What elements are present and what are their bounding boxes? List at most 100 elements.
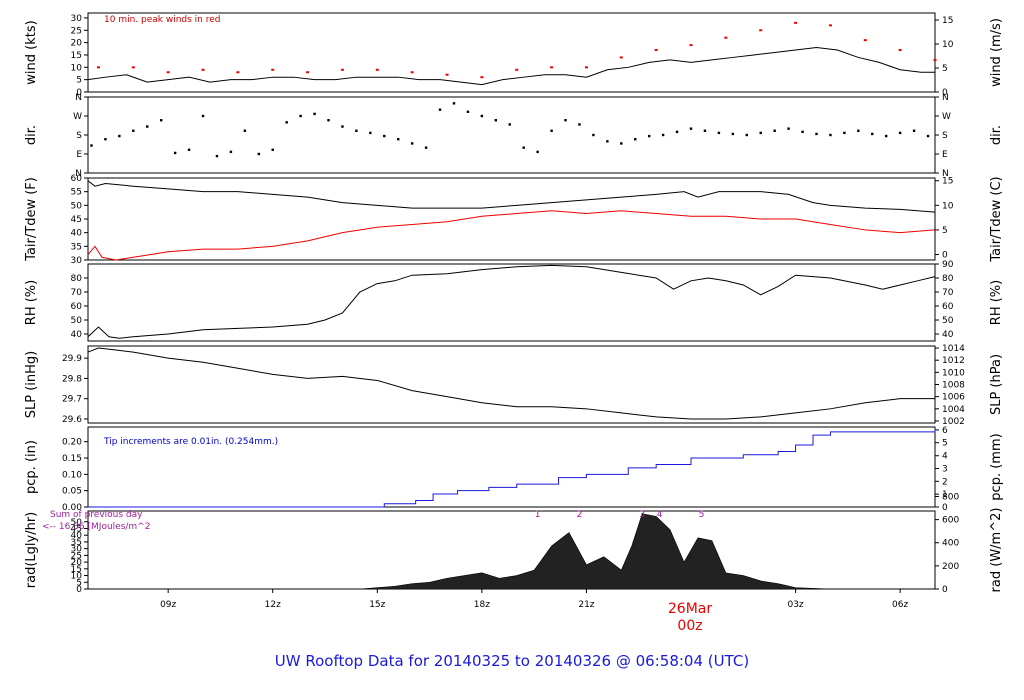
direction-point (717, 131, 721, 135)
peak-wind-point (584, 66, 588, 69)
y-axis-right-label-rh: RH (%) (989, 280, 1004, 325)
panel-direction (84, 96, 939, 174)
y-tick-label-radiation: 10 (71, 572, 83, 582)
panel-slp (84, 345, 939, 424)
peak-wind-point (96, 66, 100, 69)
direction-point (801, 130, 804, 134)
direction-point (397, 138, 400, 141)
panel-wind (84, 12, 939, 93)
y-right-tick-label-direction: N (942, 93, 949, 103)
direction-point (494, 119, 498, 122)
direction-point (564, 119, 567, 122)
y-axis-label-wind: wind (kts) (24, 20, 39, 84)
peak-wind-point (724, 36, 728, 39)
tair-line (87, 180, 936, 213)
y-axis-label-tair-tdew: Tair/Tdew (F) (24, 177, 39, 262)
y-right-tick-label-wind: 5 (942, 64, 948, 74)
y-tick-label-rh: 80 (71, 274, 83, 284)
direction-point (271, 148, 274, 151)
y-tick-label-radiation: 30 (71, 545, 83, 555)
y-axis-right-label-tair-tdew: Tair/Tdew (C) (989, 176, 1004, 262)
direction-point (689, 127, 693, 130)
peak-wind-point (340, 68, 344, 71)
peak-wind-point (271, 68, 275, 71)
y-right-tick-label-pcp: 4 (942, 452, 948, 462)
y-right-tick-label-direction: S (942, 131, 948, 141)
x-tick-label: 09z (160, 600, 176, 610)
direction-point (857, 129, 860, 132)
slp-line (87, 347, 935, 420)
peak-wind-point (480, 76, 484, 79)
tdew-line (87, 210, 936, 261)
y-right-tick-label-wind: 15 (942, 16, 953, 26)
y-right-tick-label-tair-tdew: 5 (942, 226, 948, 236)
rad-sum-note-2: <-- 16.36 [MJoules/m^2 (42, 522, 150, 532)
x-tick-label: 15z (369, 600, 385, 610)
direction-point (647, 134, 651, 138)
direction-point (885, 134, 888, 138)
peak-wind-point (375, 68, 379, 71)
peak-wind-point (933, 58, 937, 61)
direction-point (90, 144, 93, 147)
panel-pcp (84, 426, 939, 508)
peak-wind-point (863, 39, 867, 42)
y-tick-label-wind: 25 (71, 26, 82, 36)
y-tick-label-tair-tdew: 45 (71, 215, 82, 225)
y-right-tick-label-slp: 1010 (942, 368, 965, 378)
y-tick-label-tair-tdew: 60 (71, 174, 83, 184)
direction-point (355, 129, 358, 132)
rad-marker-label: 4 (657, 510, 663, 520)
direction-point (466, 110, 470, 113)
peak-wind-point (410, 71, 414, 74)
y-tick-label-wind: 0 (76, 88, 82, 98)
y-right-tick-label-slp: 1004 (942, 405, 965, 415)
direction-point (146, 125, 149, 128)
direction-point (536, 150, 539, 154)
y-tick-label-pcp: 0.15 (62, 454, 82, 464)
wind-note: 10 min. peak winds in red (104, 15, 221, 25)
direction-point (118, 134, 121, 138)
direction-point (829, 133, 832, 137)
direction-point (815, 132, 818, 136)
y-right-tick-label-pcp: 5 (942, 439, 948, 449)
direction-point (634, 138, 637, 141)
direction-point (773, 129, 776, 132)
y-right-tick-label-rh: 80 (942, 274, 954, 284)
y-right-tick-label-rh: 60 (942, 302, 954, 312)
direction-point (480, 114, 484, 118)
y-tick-label-slp: 29.7 (62, 395, 82, 405)
y-tick-label-wind: 15 (71, 51, 82, 61)
direction-point (759, 131, 762, 135)
y-right-tick-label-pcp: 2 (942, 477, 948, 487)
peak-wind-point (131, 66, 135, 69)
panel-tair-tdew (84, 177, 939, 261)
peak-wind-point (306, 71, 310, 74)
panel-frame-wind (87, 12, 936, 93)
direction-point (745, 133, 748, 137)
y-tick-label-rh: 40 (71, 330, 83, 340)
pcp-line (88, 428, 936, 508)
y-right-tick-label-slp: 1008 (942, 381, 965, 391)
direction-point (313, 112, 316, 116)
y-right-tick-label-slp: 1002 (942, 417, 965, 427)
peak-wind-point (619, 56, 623, 59)
panel-radiation (84, 495, 939, 593)
y-tick-label-pcp: 0.05 (62, 487, 82, 497)
panel-frame-pcp (87, 426, 936, 508)
y-tick-label-tair-tdew: 55 (71, 188, 82, 198)
wind-line (87, 47, 935, 86)
chart-title: UW Rooftop Data for 20140325 to 20140326… (275, 652, 749, 670)
y-right-tick-label-slp: 1014 (942, 344, 965, 354)
y-axis-label-pcp: pcp. (in) (24, 440, 39, 494)
direction-point (843, 131, 846, 135)
direction-point (327, 119, 330, 122)
y-right-tick-label-rh: 70 (942, 288, 954, 298)
panel-rh (84, 263, 939, 342)
peak-wind-point (898, 49, 902, 52)
peak-wind-point (654, 49, 658, 52)
direction-point (522, 146, 525, 149)
y-axis-label-radiation: rad(Lgly/hr) (24, 512, 39, 588)
date-marker-hour: 00z (677, 618, 702, 634)
y-right-tick-label-tair-tdew: 0 (942, 251, 948, 261)
